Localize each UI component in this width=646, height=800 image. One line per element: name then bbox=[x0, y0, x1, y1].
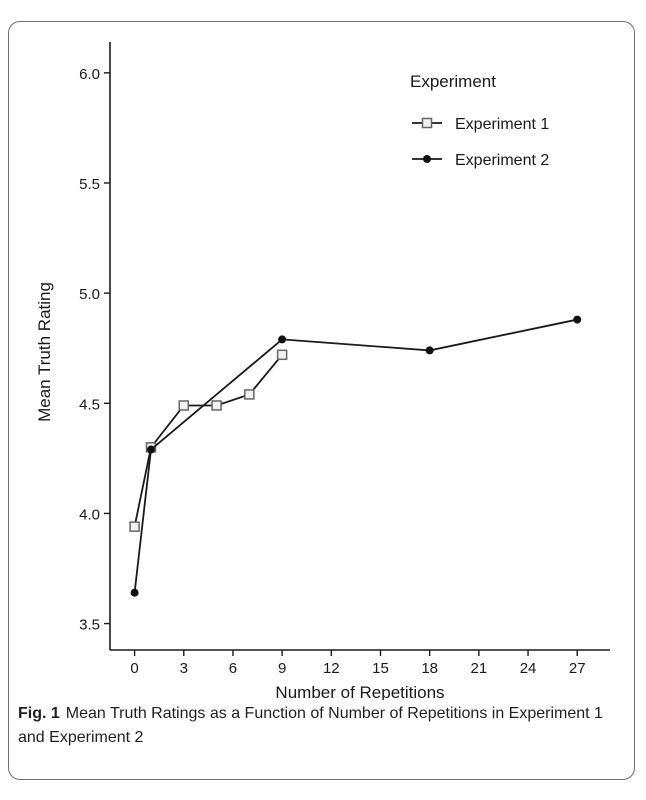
x-tick-label: 12 bbox=[323, 660, 340, 677]
legend-label: Experiment 2 bbox=[455, 152, 549, 169]
legend-item-1: Experiment 1 bbox=[412, 116, 549, 133]
series-layer bbox=[129, 315, 582, 597]
legend-marker bbox=[423, 155, 431, 163]
legend-label: Experiment 1 bbox=[455, 116, 549, 133]
data-point bbox=[211, 400, 222, 411]
figure-caption: Fig. 1 Mean Truth Ratings as a Function o… bbox=[18, 702, 623, 750]
data-point bbox=[278, 335, 287, 344]
data-point bbox=[425, 346, 434, 355]
y-tick-label: 4.5 bbox=[79, 396, 100, 413]
legend-items: Experiment 1 Experiment 2 bbox=[412, 116, 549, 169]
x-tick-label: 24 bbox=[520, 660, 537, 677]
data-point bbox=[244, 389, 255, 400]
x-tick-label: 21 bbox=[471, 660, 488, 677]
y-tick-label: 5.0 bbox=[79, 286, 100, 303]
y-tick-label: 4.0 bbox=[79, 506, 100, 523]
x-tick-label: 9 bbox=[278, 660, 286, 677]
x-axis-label: Number of Repetitions bbox=[275, 683, 444, 700]
line-chart: 3.5 4.0 4.5 5.0 5.5 6.0 0 3 6 9 12 15 18 21 24 27 Mean … bbox=[35, 42, 610, 700]
x-tick-label: 15 bbox=[372, 660, 389, 677]
figure-frame bbox=[8, 21, 635, 780]
data-point bbox=[573, 315, 582, 324]
x-tick-label: 27 bbox=[569, 660, 586, 677]
y-axis-label: Mean Truth Rating bbox=[35, 282, 54, 422]
data-point bbox=[146, 445, 155, 454]
caption-label: Fig. 1 bbox=[18, 705, 60, 722]
series-line bbox=[133, 318, 578, 593]
legend-item-2: Experiment 2 bbox=[412, 152, 549, 169]
legend-marker bbox=[421, 117, 433, 129]
x-tick-label: 0 bbox=[130, 660, 138, 677]
data-point bbox=[276, 349, 288, 361]
legend-title: Experiment bbox=[410, 72, 496, 91]
series-1 bbox=[129, 349, 288, 532]
x-tick-label: 18 bbox=[421, 660, 438, 677]
legend: Experiment Experiment 1 Experiment 2 bbox=[410, 72, 549, 169]
x-tick-label: 3 bbox=[180, 660, 188, 677]
series-2 bbox=[130, 315, 582, 597]
data-point bbox=[178, 400, 190, 411]
y-tick-label: 5.5 bbox=[79, 176, 100, 193]
data-point bbox=[129, 521, 140, 532]
y-tick-label: 3.5 bbox=[79, 617, 100, 634]
data-point bbox=[130, 588, 139, 597]
y-tick-label: 6.0 bbox=[79, 66, 100, 83]
x-tick-label: 6 bbox=[229, 660, 237, 677]
axes: 3.5 4.0 4.5 5.0 5.5 6.0 0 3 6 9 12 15 18 21 24 27 bbox=[79, 42, 610, 677]
series-line bbox=[133, 354, 283, 527]
caption-text: Mean Truth Ratings as a Function of Numb… bbox=[18, 705, 603, 746]
